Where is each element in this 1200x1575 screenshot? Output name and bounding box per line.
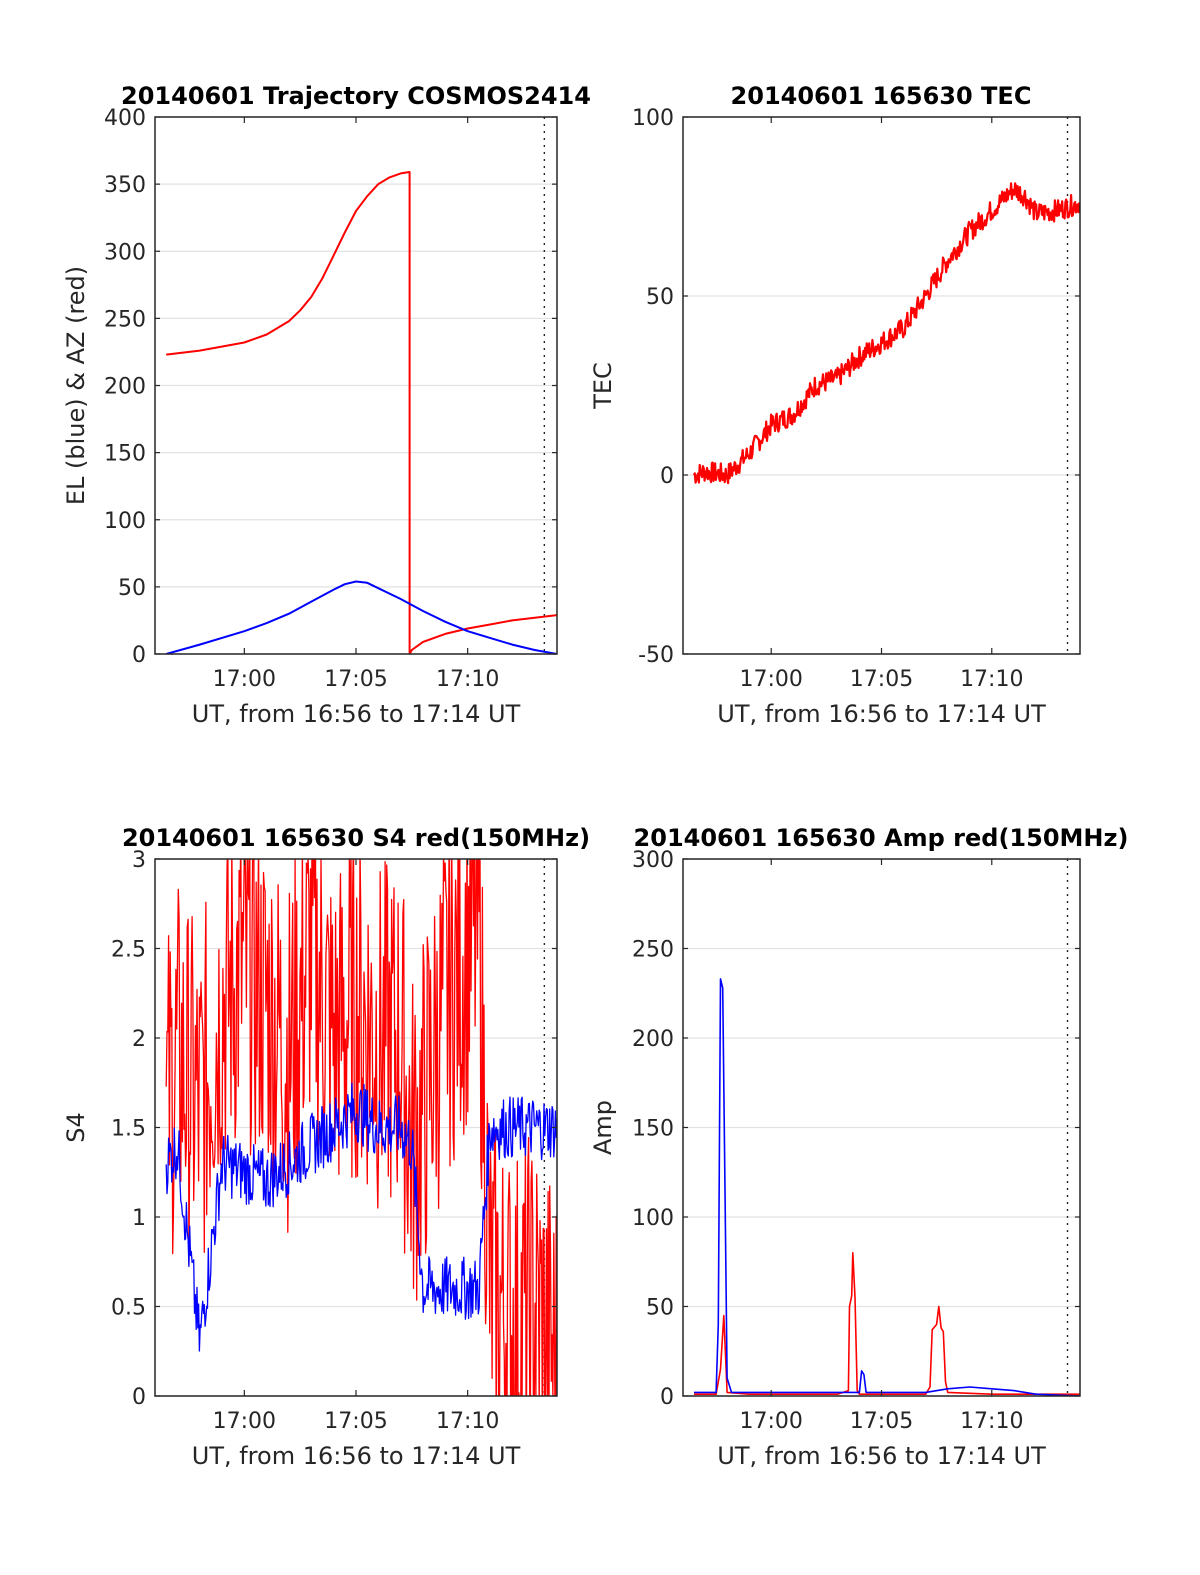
x-tick-label: 17:00	[740, 1409, 803, 1434]
x-tick-label: 17:10	[436, 1409, 499, 1434]
trajectory-series-blue	[165, 580, 557, 654]
y-tick-label: 0	[132, 643, 146, 668]
x-tick-label: 17:05	[850, 667, 913, 692]
trajectory-series-red	[166, 171, 557, 654]
chart-title: 20140601 165630 Amp red(150MHz)	[634, 824, 1129, 852]
x-tick-label: 17:00	[213, 1409, 276, 1434]
tec-series-red	[692, 182, 1080, 485]
x-tick-label: 17:00	[213, 667, 276, 692]
y-tick-label: 1	[132, 1206, 146, 1231]
y-tick-label: 150	[632, 1117, 674, 1142]
y-axis-label: TEC	[589, 362, 617, 410]
x-axis-label: UT, from 16:56 to 17:14 UT	[192, 700, 521, 728]
amp-series-blue	[694, 978, 1080, 1396]
y-tick-label: 400	[104, 106, 146, 131]
y-axis-label: S4	[62, 1112, 90, 1143]
chart-title: 20140601 165630 TEC	[731, 82, 1032, 110]
y-axis-label: Amp	[589, 1100, 617, 1155]
y-tick-label: 50	[118, 576, 146, 601]
y-tick-label: 300	[104, 240, 146, 265]
amp-series-red	[694, 1252, 1080, 1395]
y-axis-label: EL (blue) & AZ (red)	[62, 266, 90, 505]
x-axis-label: UT, from 16:56 to 17:14 UT	[192, 1442, 521, 1470]
chart-title: 20140601 Trajectory COSMOS2414	[121, 82, 591, 110]
y-tick-label: 3	[132, 848, 146, 873]
y-tick-label: -50	[638, 643, 674, 668]
y-tick-label: 100	[632, 106, 674, 131]
trajectory-chart: 0 50 100 150 200 250 300 350 400 17:00 17:05 17:10 2…	[62, 82, 591, 728]
y-tick-label: 2.5	[111, 938, 146, 963]
y-tick-label: 1.5	[111, 1117, 146, 1142]
y-tick-label: 250	[632, 938, 674, 963]
y-tick-label: 50	[646, 1296, 674, 1321]
y-tick-label: 200	[104, 375, 146, 400]
x-axis-label: UT, from 16:56 to 17:14 UT	[717, 1442, 1046, 1470]
x-tick-label: 17:05	[324, 667, 387, 692]
y-tick-label: 150	[104, 442, 146, 467]
y-tick-label: 0	[660, 1385, 674, 1410]
chart-title: 20140601 165630 S4 red(150MHz)	[122, 824, 590, 852]
amp-chart: 0 50 100 150 200 250 300 17:00 17:05 17:10 2014060…	[589, 824, 1128, 1470]
y-tick-label: 0.5	[111, 1296, 146, 1321]
x-tick-label: 17:10	[960, 667, 1023, 692]
x-axis-label: UT, from 16:56 to 17:14 UT	[717, 700, 1046, 728]
y-tick-label: 200	[632, 1027, 674, 1052]
y-tick-label: 300	[632, 848, 674, 873]
x-tick-label: 17:05	[324, 1409, 387, 1434]
x-tick-label: 17:00	[740, 667, 803, 692]
y-tick-label: 0	[660, 464, 674, 489]
y-tick-label: 250	[104, 307, 146, 332]
x-tick-label: 17:10	[436, 667, 499, 692]
s4-series-red	[165, 859, 557, 1396]
y-tick-label: 0	[132, 1385, 146, 1410]
y-tick-label: 350	[104, 173, 146, 198]
s4-series-blue	[165, 1082, 557, 1352]
tec-chart: -50 0 50 100 17:00 17:05 17:10 20140601 165630 …	[589, 82, 1081, 728]
y-tick-label: 50	[646, 285, 674, 310]
s4-chart: 0 0.5 1 1.5 2 2.5 3 17:00 17:05 17:10 20140601 165…	[62, 824, 590, 1470]
x-tick-label: 17:10	[960, 1409, 1023, 1434]
y-tick-label: 100	[632, 1206, 674, 1231]
x-tick-label: 17:05	[850, 1409, 913, 1434]
y-tick-label: 2	[132, 1027, 146, 1052]
y-tick-label: 100	[104, 509, 146, 534]
